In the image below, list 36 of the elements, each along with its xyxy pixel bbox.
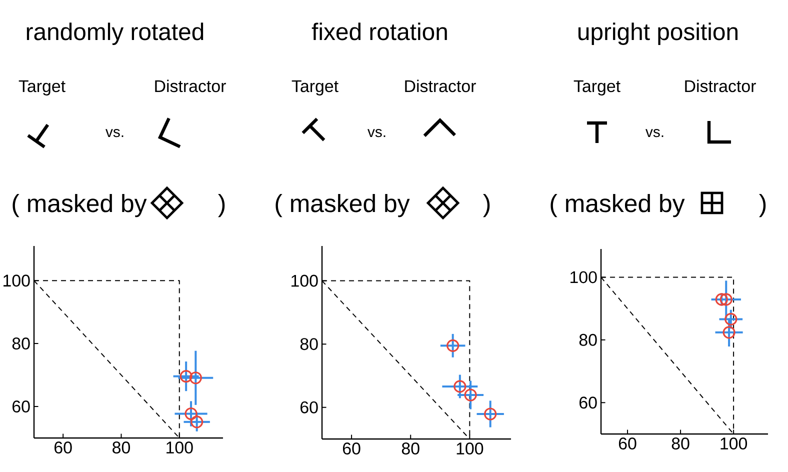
- text: Target: [292, 80, 338, 96]
- y-tick-label: 80: [579, 334, 597, 346]
- x-tick-label: 80: [672, 438, 690, 450]
- y-tick-label: 60: [12, 400, 30, 413]
- text: Target: [18, 80, 66, 96]
- y-tick-label: 60: [300, 401, 318, 414]
- text: ( masked by: [276, 194, 410, 218]
- text: ): [218, 194, 225, 218]
- x-tick-label: 100: [720, 438, 748, 450]
- y-tick-label: 80: [12, 338, 30, 350]
- text: vs.: [106, 128, 124, 138]
- text: Distractor: [405, 80, 476, 92]
- chart-title: fixed rotation: [312, 22, 447, 40]
- text: Distractor: [685, 80, 756, 92]
- text: vs.: [368, 128, 386, 138]
- x-tick-label: 80: [112, 442, 130, 454]
- y-tick-label: 60: [580, 396, 597, 409]
- x-tick-label: 100: [456, 442, 484, 454]
- x-tick-label: 100: [166, 442, 193, 454]
- text: Distractor: [155, 80, 226, 92]
- y-tick-label: 80: [300, 338, 318, 350]
- chart-title: randomly rotated: [26, 22, 204, 45]
- x-tick-label: 60: [342, 442, 360, 454]
- y-tick-label: 100: [570, 271, 597, 284]
- y-tick-label: 100: [292, 274, 318, 287]
- chart-title: upright position: [578, 22, 738, 45]
- text: ): [758, 194, 766, 218]
- x-tick-label: 60: [54, 442, 72, 454]
- text: vs.: [646, 128, 664, 138]
- x-tick-label: 80: [402, 442, 420, 454]
- text: ): [483, 194, 490, 218]
- y-tick-label: 100: [4, 274, 30, 287]
- text: ( masked by: [550, 194, 685, 218]
- text: Target: [574, 80, 620, 96]
- x-tick-label: 60: [618, 438, 636, 450]
- text: ( masked by: [12, 194, 147, 218]
